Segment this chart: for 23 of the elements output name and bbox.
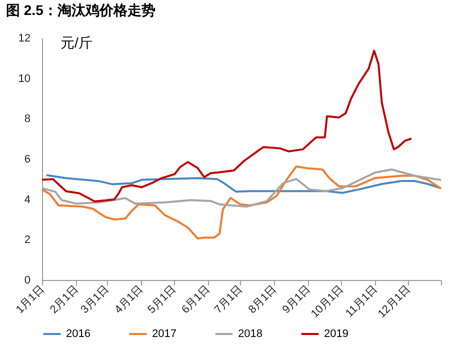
x-tick-label: 2月1日 (48, 283, 81, 316)
x-tick-label: 6月1日 (180, 283, 212, 316)
y-tick-label: 6 (24, 154, 30, 166)
x-tick-label: 7月1日 (212, 283, 246, 316)
x-tick-label: 5月1日 (146, 283, 178, 316)
y-tick-label: 12 (18, 32, 30, 44)
x-tick-label: 4月1日 (112, 283, 146, 316)
line-series (41, 165, 442, 240)
line-series (45, 174, 442, 194)
legend-label: 2017 (152, 328, 176, 340)
x-tick-label: 8月1日 (246, 283, 280, 316)
chart-title: 图 2.5：淘汰鸡价格走势 (6, 2, 156, 18)
x-tick-label: 10月1日 (308, 283, 346, 320)
legend-label: 2016 (66, 328, 90, 340)
legend-label: 2019 (324, 328, 348, 340)
y-tick-label: 2 (24, 234, 30, 246)
y-tick-label: 8 (24, 113, 30, 126)
y-tick-label: 4 (24, 194, 30, 206)
y-axis-title: 元/斤 (60, 34, 92, 50)
y-tick-label: 10 (18, 72, 30, 85)
x-tick-label: 3月1日 (78, 283, 112, 316)
legend-label: 2018 (238, 328, 262, 340)
line-series (41, 50, 412, 202)
